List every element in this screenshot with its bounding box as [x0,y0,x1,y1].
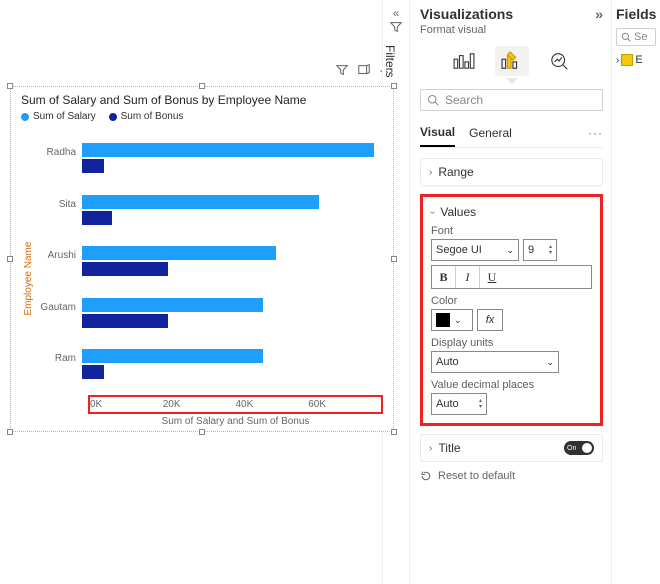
resize-handle[interactable] [391,256,397,262]
decimal-places-input[interactable]: Auto▴▾ [431,393,487,415]
format-visual-tab[interactable] [495,46,529,76]
values-card-highlight: ›Values Font Segoe UI⌄ 9▴▾ B I U Color ⌄… [420,194,603,426]
chart-title: Sum of Salary and Sum of Bonus by Employ… [21,93,383,107]
table-icon [621,54,633,66]
salary-bar[interactable] [82,195,319,209]
category-label: Gautam [36,298,82,313]
salary-bar[interactable] [82,246,276,260]
category-label: Arushi [36,246,82,261]
font-label: Font [431,225,592,237]
chevron-right-icon: › [429,167,432,178]
filter-icon [388,20,404,34]
resize-handle[interactable] [199,429,205,435]
search-icon [427,94,439,106]
y-axis-label: Employee Name [21,130,36,428]
bonus-bar[interactable] [82,314,168,328]
reset-to-default-button[interactable]: Reset to default [420,470,603,482]
chevron-down-icon: ⌄ [546,357,554,368]
fx-button[interactable]: fx [477,309,503,331]
format-search-input[interactable]: Search [420,89,603,111]
filter-icon[interactable] [335,63,349,77]
bonus-bar[interactable] [82,159,104,173]
chart-row: Radha [36,143,383,175]
title-toggle[interactable]: On [564,441,594,455]
pane-subtitle: Format visual [420,24,603,36]
title-card[interactable]: ›Title On [420,434,603,462]
values-card-header[interactable]: ›Values [431,205,592,219]
category-label: Ram [36,349,82,364]
resize-handle[interactable] [391,429,397,435]
resize-handle[interactable] [199,83,205,89]
visualizations-pane: Visualizations » Format visual Search Vi… [410,0,612,584]
category-label: Sita [36,195,82,210]
font-family-select[interactable]: Segoe UI⌄ [431,239,519,261]
display-units-select[interactable]: Auto⌄ [431,351,559,373]
build-visual-tab[interactable] [447,46,481,76]
x-axis-label: Sum of Salary and Sum of Bonus [88,416,383,427]
tab-more-icon[interactable]: ··· [588,126,603,140]
italic-button[interactable]: I [456,266,480,288]
fields-search-input[interactable]: Se [616,28,656,46]
x-tick: 60K [308,399,381,410]
collapse-icon[interactable]: » [595,6,603,22]
salary-bar[interactable] [82,298,263,312]
decimal-places-label: Value decimal places [431,379,592,391]
fields-pane: Fields Se › E [612,0,660,584]
color-picker[interactable]: ⌄ [431,309,473,331]
chart-plot-area: Radha Sita Arushi Gautam Ram [36,130,383,396]
bar-chart-visual[interactable]: ··· Sum of Salary and Sum of Bonus by Em… [10,86,394,432]
display-units-label: Display units [431,337,592,349]
x-tick: 0K [90,399,163,410]
tab-visual[interactable]: Visual [420,119,455,147]
color-label: Color [431,295,592,307]
bold-button[interactable]: B [432,266,456,288]
focus-mode-icon[interactable] [357,63,371,77]
x-tick: 20K [163,399,236,410]
chevron-down-icon: ⌄ [506,245,514,256]
report-canvas[interactable]: ··· Sum of Salary and Sum of Bonus by Em… [0,0,382,584]
resize-handle[interactable] [391,83,397,89]
chevron-right-icon: › [429,443,432,454]
pane-title: Visualizations [420,6,513,22]
chart-row: Ram [36,349,383,381]
x-axis-ticks-highlight: 0K20K40K60K [88,395,383,414]
x-tick: 40K [236,399,309,410]
tab-general[interactable]: General [469,120,512,146]
resize-handle[interactable] [7,256,13,262]
chart-legend: Sum of Salary Sum of Bonus [21,111,383,124]
category-label: Radha [36,143,82,158]
bonus-bar[interactable] [82,365,104,379]
search-icon [621,32,631,42]
chart-row: Gautam [36,298,383,330]
chevron-right-icon: › [616,55,619,66]
fields-table-item[interactable]: › E [616,54,656,66]
legend-label: Sum of Bonus [121,111,184,122]
bonus-bar[interactable] [82,211,112,225]
analytics-tab[interactable] [543,46,577,76]
salary-bar[interactable] [82,143,374,157]
bonus-bar[interactable] [82,262,168,276]
legend-label: Sum of Salary [33,111,96,122]
resize-handle[interactable] [7,83,13,89]
pane-title: Fields [616,6,656,22]
chevron-down-icon: › [427,210,438,213]
chart-row: Arushi [36,246,383,278]
chart-row: Sita [36,195,383,227]
resize-handle[interactable] [7,429,13,435]
range-card[interactable]: ›Range [420,158,603,186]
font-size-input[interactable]: 9▴▾ [523,239,557,261]
reset-icon [420,470,432,482]
expand-icon[interactable]: « [383,6,409,20]
salary-bar[interactable] [82,349,263,363]
more-options-icon[interactable]: ··· [379,63,393,77]
chevron-down-icon: ⌄ [454,315,462,326]
underline-button[interactable]: U [480,266,504,288]
